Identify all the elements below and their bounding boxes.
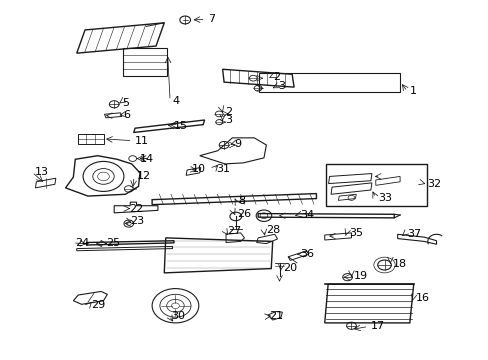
Text: 1: 1	[409, 86, 416, 96]
Text: 16: 16	[415, 293, 429, 303]
Text: 32: 32	[426, 179, 440, 189]
Text: 13: 13	[34, 167, 48, 177]
Text: 35: 35	[348, 228, 362, 238]
Text: 26: 26	[237, 209, 251, 219]
Text: 6: 6	[122, 110, 130, 120]
Text: 2: 2	[224, 107, 232, 117]
Text: 15: 15	[174, 121, 187, 131]
Text: 36: 36	[300, 249, 314, 259]
Text: 25: 25	[106, 238, 120, 248]
Text: 31: 31	[216, 164, 230, 174]
Text: 30: 30	[171, 311, 185, 321]
Text: 9: 9	[233, 139, 241, 149]
Text: 20: 20	[283, 263, 297, 273]
Text: 29: 29	[91, 300, 105, 310]
Text: 22: 22	[128, 203, 142, 213]
Text: 8: 8	[238, 197, 245, 206]
Text: 34: 34	[300, 210, 314, 220]
Text: 11: 11	[135, 136, 149, 146]
Text: 7: 7	[207, 14, 215, 24]
Text: 4: 4	[172, 96, 179, 106]
Text: 10: 10	[192, 164, 205, 174]
Text: 33: 33	[377, 193, 391, 203]
Text: 21: 21	[268, 311, 283, 321]
Text: 24: 24	[75, 238, 89, 248]
Text: 23: 23	[130, 216, 144, 226]
Text: 28: 28	[266, 225, 280, 235]
Text: 14: 14	[140, 154, 154, 163]
Text: 19: 19	[353, 271, 367, 282]
Text: 3: 3	[278, 81, 285, 91]
Text: 12: 12	[136, 171, 150, 181]
Text: 2: 2	[272, 72, 279, 82]
Text: 17: 17	[370, 321, 384, 332]
Text: 3: 3	[224, 115, 232, 125]
Text: 18: 18	[392, 258, 406, 269]
Text: 27: 27	[227, 226, 241, 236]
Text: 37: 37	[407, 229, 421, 239]
Text: 5: 5	[122, 98, 129, 108]
